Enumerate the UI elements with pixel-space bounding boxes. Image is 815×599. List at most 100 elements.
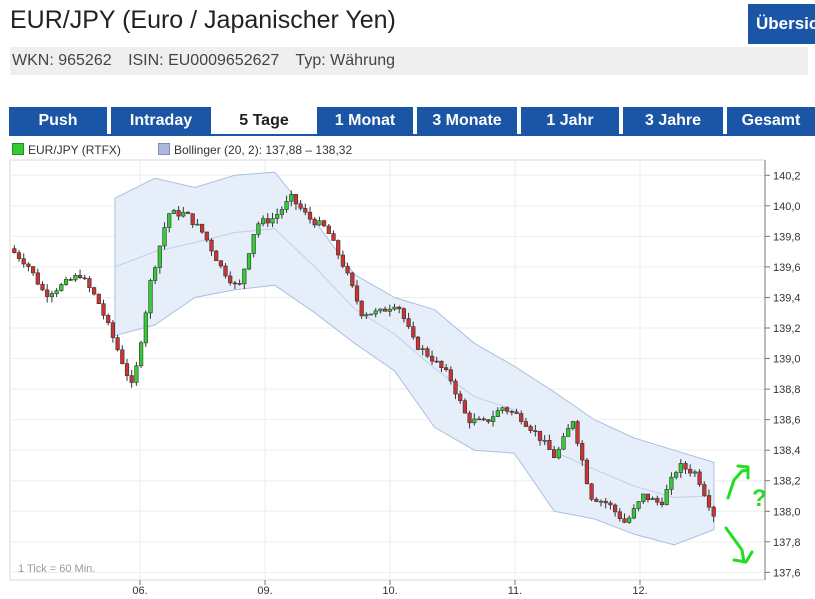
candle bbox=[603, 498, 608, 509]
candle-body bbox=[453, 380, 458, 395]
candle-body bbox=[533, 430, 538, 433]
candle-body bbox=[373, 310, 378, 315]
candle bbox=[49, 290, 54, 303]
candle bbox=[16, 250, 22, 262]
candle bbox=[519, 410, 524, 425]
candle bbox=[148, 278, 153, 319]
tab-1-jahr[interactable]: 1 Jahr bbox=[521, 107, 619, 134]
candle-body bbox=[176, 210, 181, 217]
candle bbox=[542, 435, 547, 446]
candle bbox=[21, 253, 26, 268]
candle bbox=[495, 407, 500, 418]
candle bbox=[688, 464, 693, 477]
candle bbox=[200, 223, 205, 234]
candle-body bbox=[664, 489, 669, 506]
candle-body bbox=[523, 421, 528, 427]
candle-body bbox=[608, 502, 613, 506]
candle-body bbox=[368, 313, 374, 316]
candle bbox=[509, 410, 514, 416]
candle bbox=[589, 482, 594, 502]
candle bbox=[73, 273, 78, 283]
candle bbox=[664, 484, 669, 506]
candle-body bbox=[124, 363, 130, 376]
candle-body bbox=[307, 211, 313, 220]
candle-body bbox=[415, 336, 421, 350]
candle bbox=[612, 503, 618, 517]
tab-3-jahre[interactable]: 3 Jahre bbox=[623, 107, 723, 134]
candle-body bbox=[462, 400, 468, 414]
tab-gesamt[interactable]: Gesamt bbox=[727, 107, 815, 134]
candle bbox=[293, 193, 299, 210]
y-tick-label: 137,8 bbox=[773, 537, 801, 549]
candle bbox=[35, 268, 40, 286]
candle bbox=[279, 206, 285, 219]
candle bbox=[458, 390, 463, 404]
tab-3-monate[interactable]: 3 Monate bbox=[417, 107, 517, 134]
candle bbox=[486, 419, 491, 424]
candle-body bbox=[551, 449, 557, 459]
candle-body bbox=[181, 211, 186, 217]
timeframe-tabs: Push Intraday 5 Tage 1 Monat 3 Monate 1 … bbox=[9, 107, 815, 134]
candle-body bbox=[223, 265, 228, 277]
candle bbox=[373, 308, 378, 318]
candle bbox=[490, 410, 496, 427]
candle bbox=[345, 262, 350, 276]
candle bbox=[397, 305, 402, 314]
tab-1-monat[interactable]: 1 Monat bbox=[317, 107, 413, 134]
candle bbox=[232, 280, 238, 290]
candle-body bbox=[129, 375, 134, 383]
overview-button[interactable]: Übersicht bbox=[748, 4, 815, 44]
candle bbox=[500, 406, 505, 414]
candle-body bbox=[162, 227, 167, 247]
bollinger-midline bbox=[114, 228, 715, 499]
candle-body bbox=[312, 218, 317, 226]
candle bbox=[265, 213, 270, 228]
candle-body bbox=[87, 278, 92, 288]
handdrawn-annotation: ? bbox=[724, 464, 767, 564]
candle-body bbox=[627, 517, 632, 523]
legend-item-series: EUR/JPY (RTFX) bbox=[12, 143, 121, 157]
candle-body bbox=[59, 284, 64, 291]
candle bbox=[87, 276, 92, 293]
candle-body bbox=[284, 201, 289, 210]
candle-body bbox=[594, 498, 599, 502]
candle-body bbox=[200, 223, 205, 233]
candle-body bbox=[63, 279, 69, 285]
candle-body bbox=[115, 337, 120, 351]
candle-body bbox=[472, 418, 477, 424]
candle bbox=[336, 239, 341, 260]
candle-body bbox=[242, 268, 247, 285]
candle-body bbox=[458, 393, 463, 401]
candle bbox=[204, 231, 209, 243]
tab-5-tage[interactable]: 5 Tage bbox=[215, 107, 313, 134]
candle bbox=[218, 260, 224, 269]
x-axis: 06. 09. 10. 11. 12. bbox=[132, 580, 648, 597]
candle-body bbox=[35, 272, 40, 285]
x-tick-label: 09. bbox=[257, 585, 272, 597]
candle-body bbox=[495, 410, 500, 418]
tick-interval-note: 1 Tick = 60 Min. bbox=[18, 563, 95, 575]
candle-body bbox=[350, 272, 355, 287]
candle-body bbox=[655, 498, 660, 503]
candle-body bbox=[228, 275, 233, 284]
candle bbox=[101, 299, 106, 320]
candle-body bbox=[256, 223, 261, 235]
candle-body bbox=[157, 245, 162, 268]
candle-body bbox=[232, 282, 238, 285]
candle bbox=[251, 234, 256, 258]
candle-body bbox=[195, 223, 200, 226]
candle bbox=[580, 440, 585, 466]
y-tick-label: 138,4 bbox=[773, 445, 801, 457]
candle bbox=[641, 493, 646, 505]
bollinger-band bbox=[114, 171, 715, 546]
tab-intraday[interactable]: Intraday bbox=[111, 107, 211, 134]
candle-body bbox=[101, 303, 106, 316]
x-tick-label: 10. bbox=[382, 585, 397, 597]
candle bbox=[307, 206, 313, 224]
candle bbox=[476, 416, 482, 421]
candle-body bbox=[298, 203, 303, 209]
candle bbox=[636, 500, 641, 512]
candle-body bbox=[82, 277, 87, 280]
tab-push[interactable]: Push bbox=[9, 107, 107, 134]
candle bbox=[467, 410, 472, 429]
